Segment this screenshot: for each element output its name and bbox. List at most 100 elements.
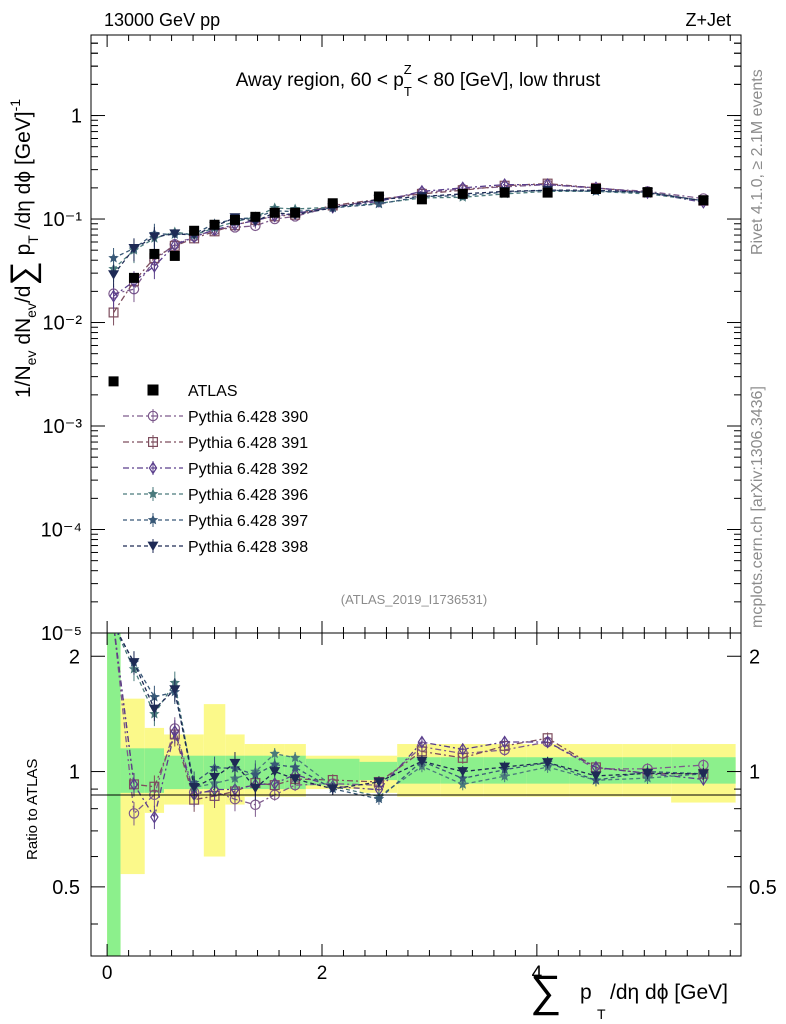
ratio-point-398 [229,758,241,769]
ratio-point-398 [373,777,385,787]
atlas-data-point [229,214,240,225]
ratio-y-axis-label: Ratio to ATLAS [24,759,41,860]
atlas-data-point [250,211,261,222]
ratio-point-398 [697,769,709,779]
atlas-data-point [169,250,180,261]
rivet-label: Rivet 4.1.0, ≥ 2.1M events [749,69,766,255]
ratio-point-398 [499,762,511,772]
ratio-point-398 [542,758,554,768]
x-tick-label: 0 [102,963,113,984]
ratio-point-398 [249,783,261,794]
y-tick-label: 10⁻⁵ [41,623,82,645]
ratio-point-392 [170,724,180,739]
ratio-point-397 [289,761,301,772]
ratio-point-398 [108,620,119,629]
ratio-point-398 [188,783,200,793]
y-tick-label: 10⁻³ [43,416,83,438]
atlas-data-point [290,207,301,218]
atlas-data-point [189,225,200,236]
series-point-398 [169,229,181,239]
ratio-point-392 [110,619,117,630]
analysis-id: (ATLAS_2019_I1736531) [341,592,487,607]
ratio-point-397 [250,769,261,780]
atlas-data-point [327,198,338,209]
chart-title: Away region, 60 < pTZ < 80 [GeV], low th… [236,62,601,99]
series-line-397 [113,189,704,259]
series-point-398 [148,232,160,242]
series-point-392 [150,259,159,273]
y-tick-label: 10⁻⁴ [41,520,82,542]
ratio-tick-label: 0.5 [749,877,777,899]
series-point-398 [108,270,120,280]
y-tick-label: 10⁻¹ [43,209,83,231]
ratio-point-398 [416,756,428,767]
atlas-data-point [373,191,384,202]
svg-text:∑: ∑ [530,967,561,1016]
ratio-tick-label: 2 [749,646,760,668]
legend-label-396: Pythia 6.428 396 [188,487,308,504]
atlas-data-point [128,272,139,283]
legend-marker-atlas [147,384,159,396]
ratio-plot-series [108,619,709,830]
atlas-data-point [269,207,280,218]
ratio-point-397 [457,772,468,783]
ratio-point-397 [269,759,280,769]
legend-marker-397 [147,514,159,525]
atlas-data-point [542,187,553,198]
ratio-point-397 [373,793,385,804]
ratio-tick-label: 1 [69,762,80,784]
header-right: Z+Jet [685,10,731,30]
ratio-point-391 [149,781,160,792]
header-left: 13000 GeV pp [104,10,220,30]
atlas-data-point [108,376,119,387]
y-axis-label: 1/Nev dNev/d∑ pT /dη dϕ [GeV]-1 [4,99,42,398]
series-line-390 [113,183,704,295]
series-line-392 [113,183,704,297]
ratio-point-396 [108,619,119,629]
legend-marker-398 [147,541,159,551]
series-point-398 [128,244,140,254]
ratio-point-398 [327,784,339,794]
mcplots-label: mcplots.cern.ch [arXiv:1306.3436] [749,386,766,628]
x-tick-label: 2 [317,963,328,984]
ratio-point-397 [108,619,119,629]
ratio-point-392 [543,735,552,749]
y-tick-label: 10⁻² [43,313,83,335]
ratio-point-398 [169,685,181,695]
svg-text:/dη dϕ [GeV]: /dη dϕ [GeV] [610,981,728,1004]
ratio-point-396 [499,770,510,781]
ratio-point-392 [150,810,159,824]
atlas-data-point [590,184,601,195]
atlas-data-point [499,187,510,198]
ratio-point-398 [269,767,281,777]
y-tick-label: 1 [71,106,82,128]
ratio-point-397 [149,691,160,702]
ratio-point-398 [148,704,160,714]
ratio-point-392 [417,735,427,749]
ratio-point-392 [189,788,199,802]
legend-label-397: Pythia 6.428 397 [188,513,308,530]
legend-marker-396 [147,488,159,499]
ratio-point-398 [209,772,221,783]
ratio-point-391 [109,620,118,629]
ratio-point-390 [109,620,118,629]
svg-text:p: p [580,981,592,1004]
ratio-point-398 [590,771,602,781]
green-band-segment [164,755,185,790]
ratio-point-396 [269,748,280,759]
ratio-point-392 [270,776,280,791]
series-point-397 [108,252,119,263]
series-line-396 [113,190,704,270]
ratio-point-398 [289,774,301,784]
ratio-tick-label: 2 [69,646,80,668]
atlas-data-point [209,219,220,230]
atlas-data-point [642,187,653,198]
legend-marker-390 [147,410,159,422]
legend-label-391: Pythia 6.428 391 [188,435,308,452]
ratio-point-398 [642,769,654,779]
svg-text:1/Nev dNev/d∑ pT /dη dϕ [GeV]: 1/Nev dNev/d∑ pT /dη dϕ [GeV]-1 [4,99,42,398]
legend-label-398: Pythia 6.428 398 [188,539,308,556]
series-point-392 [109,289,118,303]
ratio-point-398 [457,767,469,777]
